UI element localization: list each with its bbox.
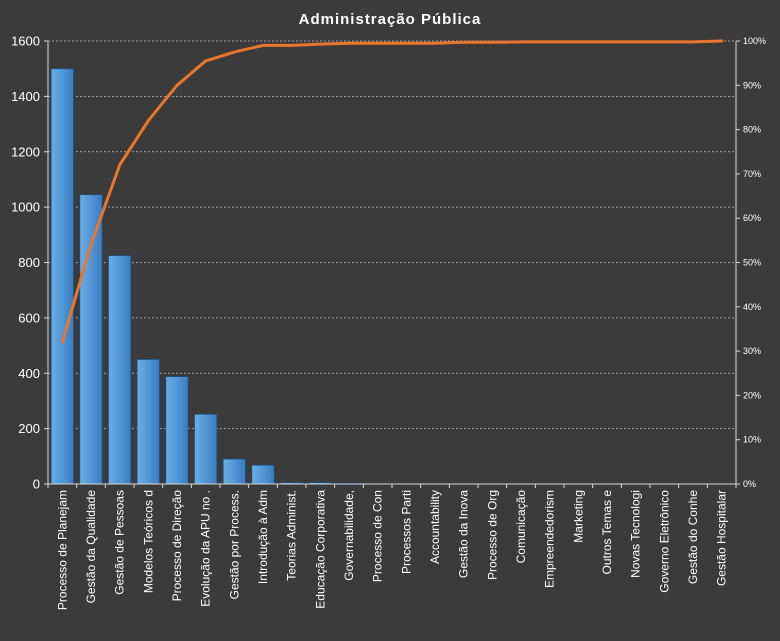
bar bbox=[222, 458, 246, 485]
y-tick-label: 400 bbox=[18, 366, 40, 381]
y2-tick-label: 90% bbox=[743, 80, 761, 90]
y-tick-label: 1200 bbox=[11, 144, 40, 159]
y2-tick-label: 50% bbox=[743, 258, 761, 268]
x-tick-label: Processo de Org bbox=[485, 490, 499, 580]
y2-tick-label: 60% bbox=[743, 213, 761, 223]
y2-tick-label: 20% bbox=[743, 390, 761, 400]
y-tick-label: 1600 bbox=[11, 34, 40, 49]
bar bbox=[136, 359, 160, 485]
bar bbox=[251, 464, 275, 485]
x-axis-ticks: Processo de Planejam Gestão da Qualidade G… bbox=[55, 490, 728, 610]
x-tick-label: Educação Corporativa bbox=[313, 490, 327, 609]
x-tick-label: Governo Eletrônico bbox=[657, 490, 671, 593]
x-tick-label: Introdução à Adm bbox=[256, 490, 270, 584]
x-tick-label: Outros Temas e bbox=[600, 490, 614, 575]
x-tick-label: Evolução da APU no . bbox=[199, 490, 213, 607]
y-tick-label: 600 bbox=[18, 310, 40, 325]
y-tick-label: 200 bbox=[18, 421, 40, 436]
y-axis-right-ticks: 0% 10% 20% 30% 40% 50% 60% 70% 80% 90% 100% bbox=[743, 36, 766, 489]
x-tick-label: Processo de Planejam bbox=[55, 490, 69, 610]
x-tick-label: Gestão da Qualidade bbox=[84, 490, 98, 604]
x-tick-label: Processos Parti bbox=[399, 490, 413, 574]
x-tick-label: Gestão do Conhe bbox=[686, 490, 700, 584]
chart-title: Administração Pública bbox=[299, 11, 482, 28]
bar bbox=[50, 68, 74, 485]
y-axis-left-ticks: 0 200 400 600 800 1000 1200 1400 1600 bbox=[11, 34, 40, 492]
cumulative-line bbox=[60, 39, 724, 344]
y-tick-label: 800 bbox=[18, 255, 40, 270]
y2-tick-label: 40% bbox=[743, 302, 761, 312]
x-tick-label: Governabilidade, bbox=[342, 490, 356, 581]
y2-tick-label: 100% bbox=[743, 36, 766, 46]
y2-tick-label: 0% bbox=[743, 479, 756, 489]
axes bbox=[44, 40, 740, 488]
x-tick-label: Novas Tecnologi bbox=[629, 490, 643, 578]
cumulative-percent-line bbox=[60, 39, 724, 344]
bar bbox=[108, 255, 132, 485]
x-tick-label: Modelos Teóricos d bbox=[141, 490, 155, 593]
y2-tick-label: 30% bbox=[743, 346, 761, 356]
bar bbox=[165, 376, 189, 485]
x-tick-label: Teorias Administ. bbox=[285, 490, 299, 581]
y2-tick-label: 70% bbox=[743, 169, 761, 179]
bar bbox=[79, 194, 103, 485]
y2-tick-label: 10% bbox=[743, 435, 761, 445]
x-tick-label: Gestão da Inova bbox=[457, 490, 471, 578]
y-tick-label: 1000 bbox=[11, 200, 40, 215]
bar bbox=[194, 413, 218, 485]
y-tick-label: 1400 bbox=[11, 89, 40, 104]
x-tick-label: Processo de Con bbox=[371, 490, 385, 582]
y2-tick-label: 80% bbox=[743, 125, 761, 135]
x-tick-label: Gestão por Process. bbox=[227, 490, 241, 599]
x-tick-label: Gestão de Pessoas bbox=[113, 490, 127, 595]
x-tick-label: Comunicação bbox=[514, 490, 528, 564]
x-tick-label: Marketing bbox=[571, 490, 585, 543]
x-tick-label: Accountability bbox=[428, 490, 442, 564]
x-tick-label: Processo de Direção bbox=[170, 490, 184, 602]
x-tick-label: Gestão Hospitalar bbox=[715, 490, 729, 586]
x-tick-label: Empreendedorism bbox=[543, 490, 557, 588]
gridlines bbox=[48, 40, 736, 430]
y-tick-label: 0 bbox=[33, 477, 40, 492]
